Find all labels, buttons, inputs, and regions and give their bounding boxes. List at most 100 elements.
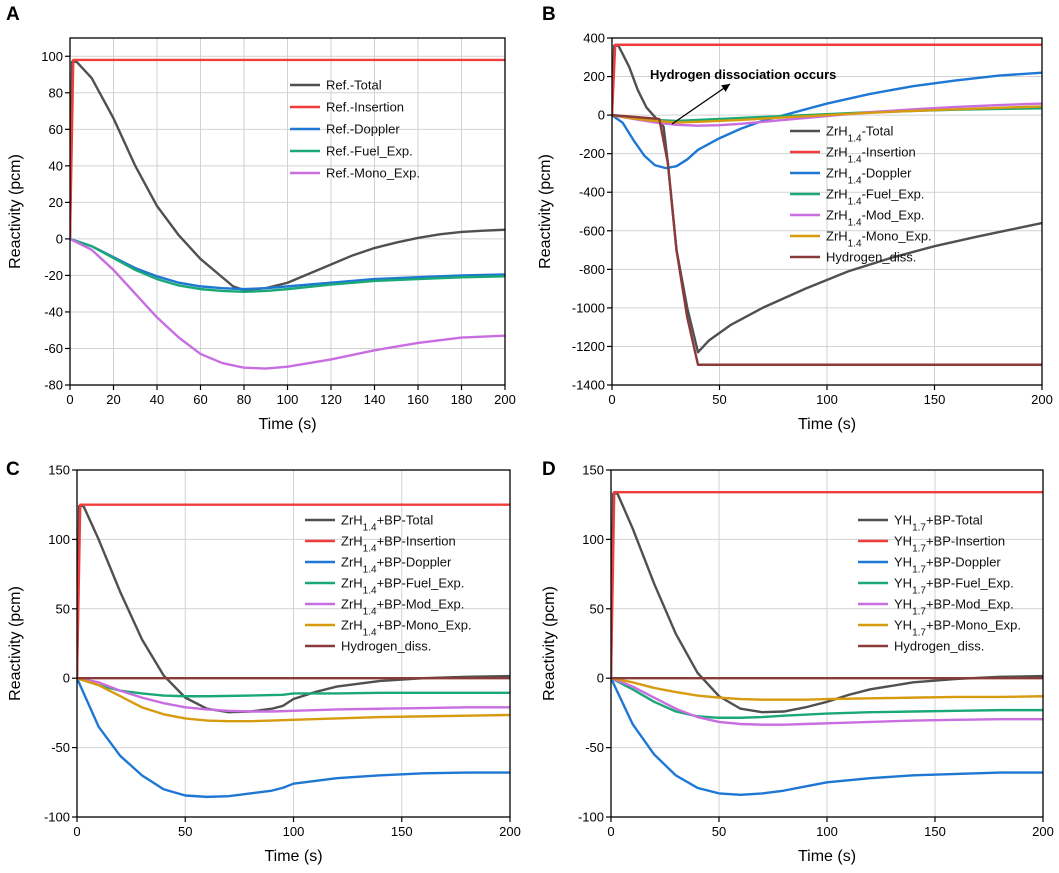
series-line-zrh-mod-exp-	[612, 102, 1042, 127]
legend-entry: ZrH1.4-Total	[826, 124, 893, 145]
legend-entry: YH1.7+BP-Mono_Exp.	[894, 618, 1021, 639]
series-line-zrh-bp-insertion	[77, 503, 510, 679]
x-tick-label: 180	[451, 392, 473, 407]
x-axis-label: Time (s)	[264, 848, 322, 865]
panel-a: A0 20 40 60 80 100 120 140 160 180 200-80-60-40-20…	[6, 4, 516, 433]
legend-entry: ZrH1.4-Doppler	[826, 166, 912, 187]
x-tick-label: 200	[1031, 392, 1053, 407]
series-line-hydrogen-diss-	[612, 113, 1042, 366]
legend-entry: YH1.7+BP-Doppler	[894, 555, 1001, 576]
y-axis-label: Reactivity (pcm)	[541, 586, 558, 701]
y-tick-label: 50	[56, 601, 70, 616]
x-tick-label: 50	[712, 392, 726, 407]
y-tick-label: -1400	[572, 378, 605, 393]
x-tick-label: 100	[816, 392, 838, 407]
y-tick-label: 150	[582, 463, 604, 478]
x-tick-label: 20	[106, 392, 120, 407]
y-tick-label: 100	[48, 532, 70, 547]
legend-entry: Ref.-Insertion	[326, 100, 404, 115]
x-tick-label: 60	[193, 392, 207, 407]
x-tick-label: 40	[150, 392, 164, 407]
x-tick-label: 100	[283, 824, 305, 839]
y-tick-label: 200	[583, 69, 605, 84]
y-tick-label: -1000	[572, 300, 605, 315]
legend-entry: Ref.-Mono_Exp.	[326, 166, 420, 181]
legend-entry: ZrH1.4+BP-Mono_Exp.	[341, 618, 472, 639]
legend: YH1.7+BP-TotalYH1.7+BP-InsertionYH1.7+BP…	[858, 513, 1021, 654]
legend-entry: ZrH1.4-Fuel_Exp.	[826, 187, 924, 208]
y-tick-label: -100	[578, 810, 604, 825]
y-tick-label: 20	[49, 195, 63, 210]
y-tick-label: 100	[41, 49, 63, 64]
legend-entry: YH1.7+BP-Insertion	[894, 534, 1005, 555]
x-tick-label: 120	[320, 392, 342, 407]
series-line-zrh-bp-doppler	[77, 677, 510, 799]
legend-entry: ZrH1.4-Insertion	[826, 145, 916, 166]
y-tick-label: -60	[44, 341, 63, 356]
x-tick-label: 0	[608, 392, 615, 407]
x-tick-label: 50	[178, 824, 192, 839]
legend-entry: ZrH1.4+BP-Doppler	[341, 555, 452, 576]
legend-entry: Hydrogen_diss.	[341, 639, 431, 654]
y-tick-label: 40	[49, 158, 63, 173]
legend-entry: ZrH1.4+BP-Total	[341, 513, 433, 534]
series-line-ref-insertion	[70, 58, 505, 239]
series-line-yh-bp-mod-exp-	[611, 677, 1043, 726]
panel-label: D	[542, 459, 556, 480]
series-group	[70, 58, 505, 370]
series-line-zrh-bp-mono-exp-	[77, 677, 510, 723]
y-axis-label: Reactivity (pcm)	[7, 586, 24, 701]
x-tick-label: 200	[1032, 824, 1054, 839]
y-tick-label: 400	[583, 31, 605, 46]
series-line-yh-bp-insertion	[611, 491, 1043, 679]
series-group	[612, 43, 1042, 366]
legend: ZrH1.4-TotalZrH1.4-InsertionZrH1.4-Doppl…	[790, 124, 932, 265]
legend-entry: YH1.7+BP-Fuel_Exp.	[894, 576, 1014, 597]
x-tick-label: 100	[277, 392, 299, 407]
legend: ZrH1.4+BP-TotalZrH1.4+BP-InsertionZrH1.4…	[305, 513, 472, 654]
panel-d: D 0 50 100 150 200 -100 -50 0 50 100 150 Time (s) Rea…	[541, 459, 1054, 865]
legend-entry: ZrH1.4-Mono_Exp.	[826, 229, 932, 250]
x-tick-label: 50	[712, 824, 726, 839]
legend-entry: Hydrogen_diss.	[826, 250, 916, 265]
series-line-ref-mono-exp-	[70, 237, 505, 370]
y-tick-label: -800	[579, 262, 605, 277]
x-tick-label: 160	[407, 392, 429, 407]
x-axis-label: Time (s)	[798, 848, 856, 865]
y-tick-label: -40	[44, 304, 63, 319]
x-axis-label: Time (s)	[258, 416, 316, 433]
series-group	[77, 503, 510, 799]
series-line-yh-bp-fuel-exp-	[611, 677, 1043, 719]
y-tick-label: -400	[579, 185, 605, 200]
x-tick-label: 150	[924, 392, 946, 407]
series-line-yh-bp-total	[611, 492, 1043, 714]
y-axis-label: Reactivity (pcm)	[537, 154, 554, 269]
series-line-zrh-total	[612, 44, 1042, 354]
y-tick-label: 0	[63, 671, 70, 686]
legend-entry: ZrH1.4-Mod_Exp.	[826, 208, 924, 229]
legend-entry: ZrH1.4+BP-Fuel_Exp.	[341, 576, 464, 597]
panel-c: C 0 50 100 150 200 -100 -50 0 50 100 150 Time (s) Rea…	[6, 459, 521, 865]
series-line-ref-fuel-exp-	[70, 237, 505, 294]
x-tick-label: 200	[494, 392, 516, 407]
legend-entry: YH1.7+BP-Mod_Exp.	[894, 597, 1014, 618]
x-tick-label: 140	[364, 392, 386, 407]
legend-entry: Ref.-Total	[326, 78, 382, 93]
y-tick-label: -100	[44, 810, 70, 825]
y-tick-label: 0	[597, 671, 604, 686]
x-tick-label: 80	[237, 392, 251, 407]
x-tick-label: 150	[924, 824, 946, 839]
x-tick-label: 150	[391, 824, 413, 839]
panel-label: B	[542, 4, 556, 25]
series-line-zrh-insertion	[612, 43, 1042, 116]
y-tick-label: 0	[56, 231, 63, 246]
series-line-yh-bp-doppler	[611, 677, 1043, 796]
arrowhead-icon	[721, 84, 730, 92]
x-axis-label: Time (s)	[798, 416, 856, 433]
y-axis-label: Reactivity (pcm)	[7, 154, 24, 269]
y-tick-label: -1200	[572, 339, 605, 354]
series-line-zrh-mono-exp-	[612, 105, 1042, 124]
y-tick-label: -600	[579, 223, 605, 238]
legend-entry: ZrH1.4+BP-Insertion	[341, 534, 456, 555]
